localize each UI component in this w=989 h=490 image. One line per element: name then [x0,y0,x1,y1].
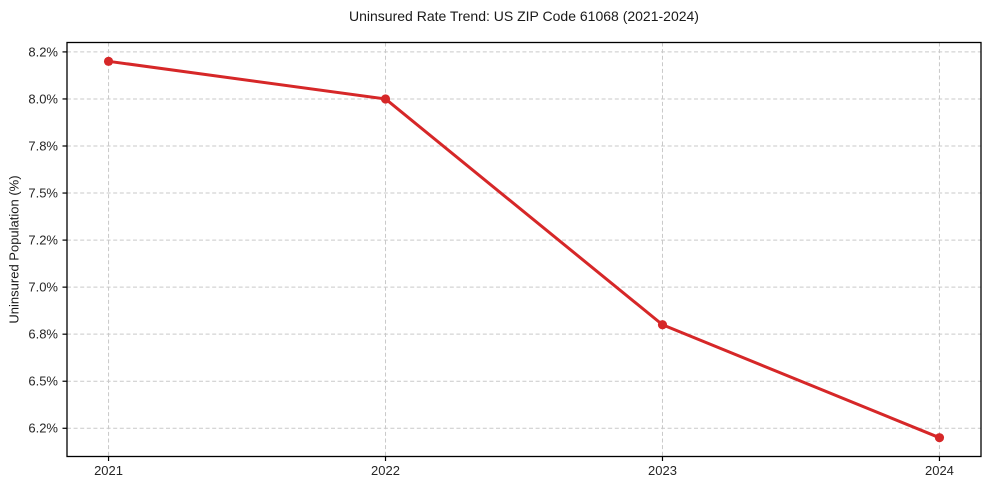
data-point-2022 [380,94,391,104]
x-tick-label: 2024 [925,463,954,478]
y-tick-label: 7.2% [28,233,58,248]
y-tick-label: 6.8% [28,327,58,342]
trend-line [107,59,941,440]
chart-title: Uninsured Rate Trend: US ZIP Code 61068 … [349,8,699,24]
plot-border [66,41,982,458]
y-tick-label: 8.2% [28,44,58,59]
y-tick-label: 6.5% [28,374,58,389]
y-tick-label: 8.0% [28,91,58,106]
y-tick-label: 7.0% [28,280,58,295]
y-tick-label: 7.8% [28,138,58,153]
x-tick-label: 2023 [648,463,677,478]
data-point-2021 [103,56,114,66]
y-tick-label: 6.2% [28,421,58,436]
data-point-2023 [657,320,668,330]
y-tick-label: 7.5% [28,185,58,200]
data-point-2024 [934,433,945,443]
x-tick-label: 2021 [94,463,123,478]
x-tick-label: 2022 [371,463,400,478]
